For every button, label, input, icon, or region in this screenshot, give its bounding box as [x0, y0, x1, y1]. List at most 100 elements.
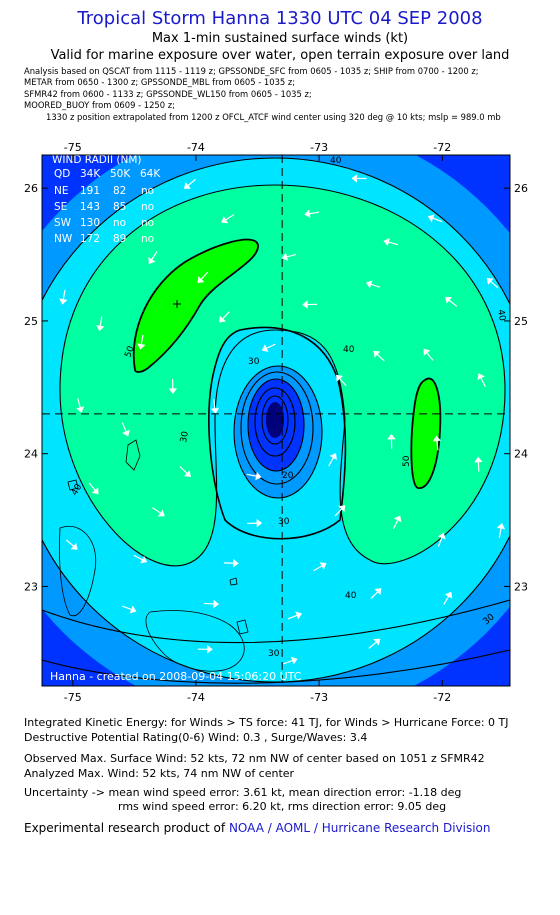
- extrapolation-note: 1330 z position extrapolated from 1200 z…: [46, 111, 501, 122]
- wind-arrow-head: [137, 343, 146, 350]
- wind-arrow-head: [213, 599, 220, 609]
- wind-arrow-head: [338, 505, 346, 513]
- wind-radii-cell: no: [113, 217, 126, 229]
- analysis-line: METAR from 0650 - 1300 z; GPSSONDE_MBL f…: [24, 77, 296, 88]
- wind-arrow-head: [290, 656, 298, 665]
- contour-label: 40: [345, 591, 357, 601]
- lat-tick-label: 24: [514, 448, 528, 461]
- wind-arrow-head: [336, 374, 343, 382]
- lon-tick-label: -72: [433, 141, 451, 154]
- wind-arrow-head: [261, 344, 269, 352]
- wind-radii-cell: no: [141, 185, 154, 197]
- product-org-link[interactable]: NOAA / AOML / Hurricane Research Divisio…: [228, 821, 491, 835]
- map-subtitle: Max 1-min sustained surface winds (kt): [151, 31, 409, 46]
- wind-arrow-head: [140, 555, 148, 564]
- dpr-line: Destructive Potential Rating(0-6) Wind: …: [24, 731, 368, 744]
- storm-eye: [266, 402, 284, 438]
- wind-arrow-head: [432, 435, 442, 442]
- wind-arrow-head: [157, 509, 165, 517]
- uncertainty-line: Uncertainty -> mean wind speed error: 3.…: [24, 786, 462, 799]
- wind-radii-row: SW 130 no no: [54, 217, 154, 229]
- lat-labels-right: 26 25 24 23: [514, 182, 528, 593]
- axis-ticks: [42, 155, 510, 686]
- validity-note: Valid for marine exposure over water, op…: [50, 48, 510, 63]
- analysis-line: Analysis based on QSCAT from 1115 - 1119…: [24, 66, 479, 76]
- lon-tick-label: -73: [310, 141, 328, 154]
- wind-radii-cell: no: [141, 233, 154, 245]
- uncertainty-line-rms: rms wind speed error: 6.20 kt, rms direc…: [118, 800, 447, 813]
- contour-label: 30: [278, 517, 290, 527]
- wind-arrow-head: [437, 532, 446, 540]
- wind-arrow-head: [373, 350, 381, 358]
- wind-radii-cell: 85: [113, 201, 126, 213]
- lat-tick-label: 26: [24, 182, 38, 195]
- lon-labels-top: -75 -74 -73 -72: [64, 141, 451, 154]
- max-wind-area-east: [411, 378, 441, 489]
- wind-arrow-head: [76, 406, 85, 413]
- contour-label: 20: [282, 471, 294, 481]
- analyzed-max-wind: Analyzed Max. Wind: 52 kts, 74 nm NW of …: [24, 767, 295, 780]
- wind-arrow-head: [70, 542, 78, 550]
- wind-radii-cell: 191: [80, 185, 100, 197]
- wind-arrow-head: [207, 645, 213, 654]
- contour-label: 30: [268, 649, 280, 659]
- max-wind-marker: [173, 300, 181, 308]
- wind-arrow-head: [129, 605, 137, 614]
- wind-arrow-head: [351, 174, 358, 183]
- wind-radii-row: NE 191 82 no: [54, 185, 154, 197]
- wind-radii-cell: 82: [113, 185, 126, 197]
- wind-radii-cell: SE: [54, 201, 67, 213]
- wind-arrow-head: [387, 433, 396, 440]
- map-title: Tropical Storm Hanna 1330 UTC 04 SEP 200…: [77, 8, 483, 29]
- storm-center-crosshair: [42, 155, 510, 686]
- wind-radii-cell: NW: [54, 233, 73, 245]
- wind-arrow-head: [59, 298, 68, 305]
- wind-arrow-head: [255, 471, 262, 481]
- lat-labels-left: 26 25 24 23: [24, 182, 38, 593]
- wind-arrow-head: [319, 562, 327, 570]
- lat-tick-label: 23: [514, 580, 528, 593]
- coastlines: [59, 439, 249, 672]
- lon-tick-label: -74: [187, 141, 205, 154]
- wind-radii-table: WIND RADII (NM) QD 34K 50K 64K NE 191 82…: [52, 155, 161, 245]
- wind-arrow-head: [373, 638, 381, 646]
- contour-label: 50: [123, 345, 136, 359]
- wind-arrow-head: [219, 315, 226, 323]
- wind-radii-cell: 143: [80, 201, 100, 213]
- product-prefix: Experimental research product of: [24, 821, 226, 835]
- wind-arrow-head: [148, 257, 156, 265]
- wind-arrow-head: [477, 373, 485, 381]
- wind-arrow-head: [374, 588, 382, 596]
- lat-tick-label: 26: [514, 182, 528, 195]
- wind-arrow-head: [496, 523, 506, 530]
- analysis-line: MOORED_BUOY from 0609 - 1250 z;: [24, 100, 175, 111]
- wind-radii-cell: 89: [113, 233, 126, 245]
- lat-tick-label: 25: [514, 315, 528, 328]
- lat-tick-label: 25: [24, 315, 38, 328]
- wind-arrow-head: [329, 453, 337, 460]
- analysis-line: SFMR42 from 0600 - 1133 z; GPSSONDE_WL15…: [24, 88, 312, 99]
- wind-radii-header: QD 34K 50K 64K: [54, 168, 161, 180]
- wind-arrow-head: [393, 515, 402, 523]
- wind-radii-cell: no: [141, 217, 154, 229]
- lat-tick-label: 23: [24, 580, 38, 593]
- lon-labels-bottom: -75 -74 -73 -72: [64, 691, 451, 704]
- contour-label: 30: [248, 357, 260, 367]
- contour-lines: [42, 157, 510, 684]
- wind-radii-row: SE 143 85 no: [54, 201, 154, 213]
- wind-radii-col: 50K: [110, 168, 131, 180]
- wind-arrows: [59, 174, 506, 665]
- lon-tick-label: -75: [64, 691, 82, 704]
- analysis-sources: Analysis based on QSCAT from 1115 - 1119…: [24, 66, 554, 123]
- wind-arrow-head: [365, 280, 373, 289]
- observed-max-wind: Observed Max. Surface Wind: 52 kts, 72 n…: [24, 752, 485, 765]
- wind-arrow-head: [96, 325, 105, 332]
- wind-radii-cell: 130: [80, 217, 100, 229]
- lon-tick-label: -72: [433, 691, 451, 704]
- wind-arrow-head: [445, 296, 453, 304]
- lon-tick-label: -75: [64, 141, 82, 154]
- ike-line: Integrated Kinetic Energy: for Winds > T…: [24, 716, 509, 729]
- wind-arrow-head: [122, 429, 130, 437]
- wind-radii-cell: 172: [80, 233, 100, 245]
